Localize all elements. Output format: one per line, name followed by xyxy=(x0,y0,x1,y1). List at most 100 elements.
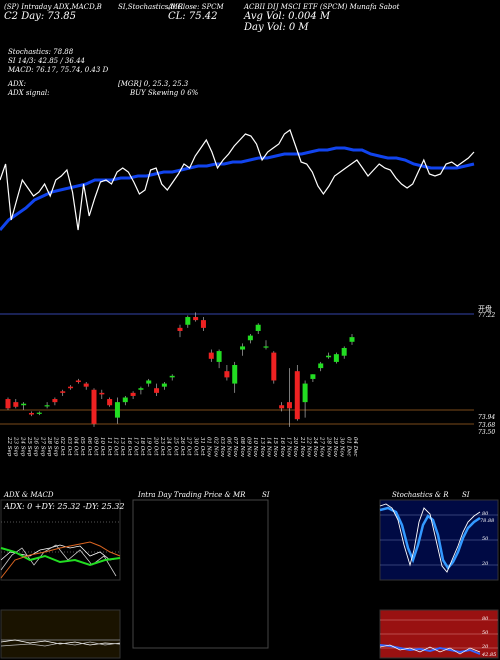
header-day-value: C2 Day: 73.85 xyxy=(4,11,76,22)
date-tick-label: 24 Nov xyxy=(312,436,318,458)
candles xyxy=(5,312,355,427)
date-tick-label: 13 Nov xyxy=(259,437,265,458)
date-tick-label: 21 Nov xyxy=(299,436,305,458)
rsi-level-50: 50 xyxy=(482,630,489,636)
date-tick-label: 28 Nov xyxy=(325,436,331,458)
header-close: Al Close: SPCM CL: 75.42 xyxy=(168,3,224,22)
close-price-line xyxy=(0,129,475,231)
date-tick-label: 27 Nov xyxy=(319,436,325,458)
stoch-si-label: SI xyxy=(462,491,470,499)
date-tick-label: 19 Oct xyxy=(146,437,152,456)
price-levels xyxy=(0,313,474,425)
candle-body xyxy=(263,346,269,348)
date-tick-label: 30 Nov xyxy=(339,437,345,458)
header-avg-vol: Avg Vol: 0.004 M xyxy=(244,11,331,22)
candle-body xyxy=(208,352,214,359)
candle-body xyxy=(138,388,144,390)
level-bottom-label-3: 73.50 xyxy=(478,429,496,436)
candle-body xyxy=(286,402,292,409)
candle-body xyxy=(333,354,339,362)
date-tick-label: 06 Nov xyxy=(226,437,232,458)
candle-body xyxy=(271,352,277,381)
date-tick-label: 03 Oct xyxy=(66,437,72,456)
header-symbol: (SP) Intraday ADX,MACD,B C2 Day: 73.85 xyxy=(4,3,102,22)
date-tick-label: 09 Oct xyxy=(93,437,99,456)
date-tick-label: 22 Sep xyxy=(6,436,12,457)
candle-body xyxy=(83,383,89,387)
date-tick-label: 26 Oct xyxy=(179,436,185,456)
date-tick-label: 20 Nov xyxy=(292,436,298,458)
date-tick-label: 23 Sep xyxy=(13,436,19,457)
adx-panel xyxy=(0,499,121,581)
date-tick-label: 24 Sep xyxy=(19,436,25,457)
candle-body xyxy=(114,402,120,418)
candle-body xyxy=(216,351,222,362)
date-tick-label: 04 Dec xyxy=(352,437,358,457)
date-tick-label: 16 Nov xyxy=(279,437,285,458)
candle-body xyxy=(169,375,175,378)
header-day-vol: Day Vol: 0 M xyxy=(244,22,309,33)
level-glyph: 开盘 xyxy=(478,305,492,313)
date-tick-label: 02 Nov xyxy=(212,437,218,458)
candle-body xyxy=(154,388,160,393)
intraday-si-label: SI xyxy=(262,491,270,499)
adx-green-line xyxy=(0,547,121,567)
date-tick-label: 04 Oct xyxy=(73,437,79,456)
stoch-blue-line xyxy=(379,506,481,571)
adx-label: ADX: xyxy=(8,80,27,88)
candle-body xyxy=(146,380,152,384)
candle-body xyxy=(247,335,253,341)
stochastics-readout: Stochastics: 78.88 xyxy=(8,48,74,56)
candle-body xyxy=(185,317,191,325)
adx-gray-line xyxy=(0,544,117,577)
adx-signal-label: ADX signal: xyxy=(8,89,50,97)
date-tick-label: 17 Nov xyxy=(285,437,291,458)
adx-panel-readout: ADX: 0 +DY: 25.32 -DY: 25.32 xyxy=(4,502,125,511)
stoch-level-20: 20 xyxy=(482,561,489,567)
date-tick-label: 01 Nov xyxy=(206,437,212,458)
macd-gray-line xyxy=(0,641,121,647)
date-tick-label: 09 Nov xyxy=(246,437,252,458)
date-tick-label: 18 Oct xyxy=(139,437,145,456)
candle-body xyxy=(349,337,355,342)
level-top-label: 77.22 xyxy=(478,312,496,319)
stoch-end-label: 78.88 xyxy=(480,518,495,524)
date-tick-label: 14 Nov xyxy=(266,437,272,458)
date-tick-label: 31 Oct xyxy=(199,437,205,456)
candle-body xyxy=(52,399,58,403)
candle-body xyxy=(28,412,34,415)
date-tick-label: 02 Oct xyxy=(59,437,65,456)
date-tick-label: 20 Oct xyxy=(152,436,158,456)
date-tick-label: 12 Oct xyxy=(112,437,118,456)
header-title: (SP) Intraday ADX,MACD,B xyxy=(4,3,102,11)
adx-panel-title: ADX & MACD xyxy=(4,491,54,499)
stoch-panel xyxy=(379,499,499,581)
candle-body xyxy=(224,371,230,378)
macd-white-line xyxy=(0,639,121,646)
rsi-end-label: 42.85 xyxy=(482,652,497,658)
date-tick-label: 30 Oct xyxy=(192,437,198,456)
date-tick-label: 24 Oct xyxy=(166,436,172,456)
candle-body xyxy=(107,399,113,406)
moving-average-line xyxy=(0,146,475,231)
candle-body xyxy=(302,383,308,403)
header-close-value: CL: 75.42 xyxy=(168,11,218,22)
date-tick-label: 03 Nov xyxy=(219,437,225,458)
date-tick-label: 27 Sep xyxy=(39,436,45,457)
candle-body xyxy=(232,365,238,384)
adx-white-line xyxy=(0,544,121,561)
candle-body xyxy=(99,392,105,395)
candle-body xyxy=(279,405,285,409)
date-tick-label: 29 Nov xyxy=(332,436,338,458)
candle-body xyxy=(161,383,167,387)
macd-readout: MACD: 76.17, 75.74, 0.43 D xyxy=(8,66,109,74)
date-tick-label: 17 Oct xyxy=(132,437,138,456)
candle-body xyxy=(75,380,81,383)
candle-body xyxy=(91,389,97,424)
header-fund-name: ACBII DIJ MSCI ETF (SPCM) Munafa Sabot xyxy=(244,3,400,11)
candle-body xyxy=(200,320,206,328)
date-tick-label: 25 Oct xyxy=(172,436,178,456)
date-tick-label: 28 Sep xyxy=(46,436,52,457)
candle-body xyxy=(294,371,300,420)
price-lines xyxy=(0,129,475,231)
